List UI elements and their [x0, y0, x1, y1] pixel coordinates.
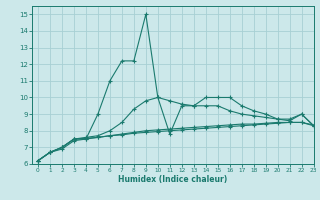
X-axis label: Humidex (Indice chaleur): Humidex (Indice chaleur): [118, 175, 228, 184]
